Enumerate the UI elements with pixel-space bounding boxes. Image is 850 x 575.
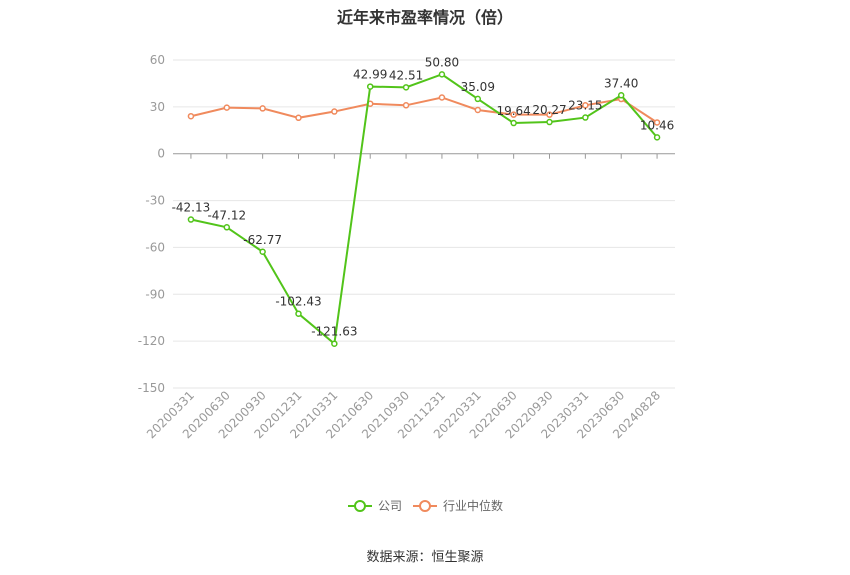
data-point — [438, 71, 446, 78]
data-label: 19.64 — [496, 104, 530, 118]
y-tick-label: -60 — [145, 240, 165, 254]
data-label: 35.09 — [461, 80, 495, 94]
data-point — [510, 119, 517, 127]
data-label: 42.51 — [389, 68, 423, 82]
data-point — [474, 95, 482, 103]
y-tick-label: -30 — [145, 194, 165, 208]
y-tick-label: -150 — [138, 381, 165, 395]
data-point — [653, 134, 661, 141]
y-tick-label: 0 — [157, 147, 165, 161]
data-label: -102.43 — [275, 295, 321, 309]
data-point — [187, 216, 195, 223]
data-point — [546, 118, 553, 126]
data-point — [187, 112, 195, 120]
data-point — [582, 102, 589, 109]
data-point — [295, 114, 302, 122]
data-label: 23.15 — [568, 99, 602, 113]
y-tick-label: -120 — [138, 334, 165, 348]
series-line-1 — [190, 96, 658, 124]
data-point — [259, 105, 266, 112]
y-axis: 60 30 0 -30 -60 -90 -120 -150 — [138, 53, 165, 395]
data-label: -47.12 — [207, 208, 246, 222]
data-point — [331, 340, 338, 347]
legend-swatch-marker — [419, 500, 431, 512]
data-point — [259, 248, 266, 256]
chart-title: 近年来市盈率情况（倍） — [336, 8, 513, 27]
data-label: 20.27 — [532, 103, 566, 117]
data-point — [331, 108, 338, 115]
data-label: -42.13 — [172, 201, 211, 215]
data-label: 37.40 — [604, 76, 638, 90]
legend-swatch-marker — [354, 500, 366, 512]
data-point — [546, 111, 553, 118]
data-point — [402, 84, 410, 91]
data-label: 50.80 — [425, 55, 459, 69]
legend: 公司 行业中位数 — [348, 498, 503, 513]
data-labels: -42.13-47.12 -62.77 -102.43 -121.63 42.99 42.… — [172, 55, 675, 338]
legend-label: 公司 — [378, 499, 402, 513]
data-point — [295, 310, 302, 317]
x-axis: 2020033120200630202009302020123120210331… — [144, 153, 675, 441]
series-lines — [187, 71, 661, 347]
grid-lines — [173, 59, 675, 389]
pe-line-chart: 60 30 0 -30 -60 -90 -120 -150 20200331202006302… — [138, 53, 675, 513]
data-point — [223, 224, 231, 231]
data-point — [653, 119, 661, 126]
data-label: 42.99 — [353, 68, 387, 82]
data-point — [582, 114, 589, 121]
series-line-0 — [190, 73, 658, 346]
data-label: -121.63 — [311, 325, 357, 339]
data-point — [438, 94, 446, 101]
data-label: -62.77 — [243, 233, 282, 247]
data-point — [617, 92, 625, 99]
data-label: 10.46 — [640, 118, 674, 132]
data-point — [366, 83, 374, 90]
y-tick-label: 60 — [150, 53, 165, 67]
data-point — [474, 106, 482, 114]
y-tick-label: 30 — [150, 100, 165, 114]
data-point — [510, 111, 517, 118]
y-tick-label: -90 — [145, 287, 165, 301]
data-source: 数据来源：恒生聚源 — [366, 550, 484, 565]
data-point — [223, 104, 231, 111]
legend-label: 行业中位数 — [443, 498, 503, 513]
data-point — [402, 102, 410, 109]
